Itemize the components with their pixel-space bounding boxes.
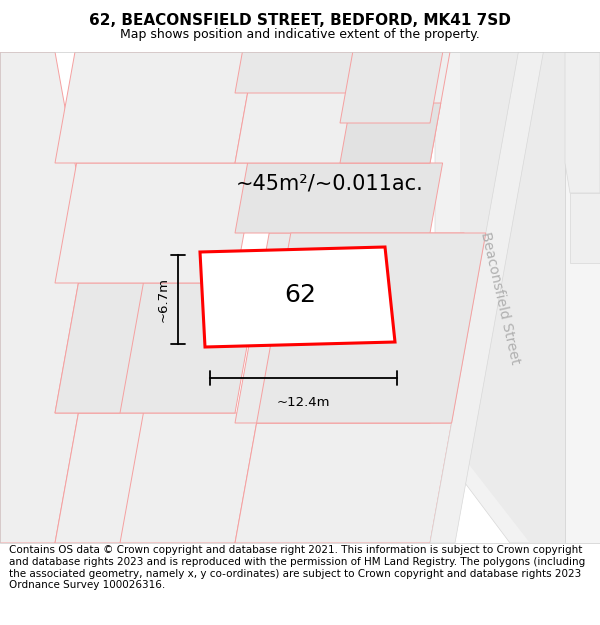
Polygon shape: [0, 52, 600, 543]
Polygon shape: [340, 103, 441, 163]
Polygon shape: [55, 413, 259, 543]
Text: Contains OS data © Crown copyright and database right 2021. This information is : Contains OS data © Crown copyright and d…: [9, 546, 585, 590]
Polygon shape: [570, 193, 600, 263]
Polygon shape: [460, 52, 580, 543]
Polygon shape: [257, 233, 486, 423]
Text: 62, BEACONSFIELD STREET, BEDFORD, MK41 7SD: 62, BEACONSFIELD STREET, BEDFORD, MK41 7…: [89, 13, 511, 28]
Polygon shape: [235, 423, 452, 543]
Text: ~45m²/~0.011ac.: ~45m²/~0.011ac.: [236, 173, 424, 193]
Text: ~6.7m: ~6.7m: [157, 277, 170, 322]
Polygon shape: [55, 163, 257, 283]
Polygon shape: [565, 52, 600, 543]
Polygon shape: [55, 52, 255, 163]
Polygon shape: [565, 52, 600, 193]
Polygon shape: [55, 283, 143, 413]
Text: 62: 62: [284, 283, 316, 307]
Polygon shape: [0, 52, 60, 213]
Polygon shape: [235, 52, 450, 163]
Polygon shape: [55, 283, 259, 413]
Polygon shape: [435, 52, 600, 543]
Polygon shape: [235, 52, 437, 93]
Polygon shape: [430, 52, 544, 543]
Polygon shape: [235, 163, 443, 233]
Polygon shape: [340, 52, 443, 123]
Polygon shape: [200, 247, 395, 347]
Polygon shape: [235, 233, 464, 423]
Polygon shape: [55, 413, 143, 543]
Polygon shape: [0, 52, 143, 543]
Text: ~12.4m: ~12.4m: [277, 396, 330, 409]
Text: Map shows position and indicative extent of the property.: Map shows position and indicative extent…: [120, 28, 480, 41]
Text: Beaconsfield Street: Beaconsfield Street: [478, 231, 522, 366]
